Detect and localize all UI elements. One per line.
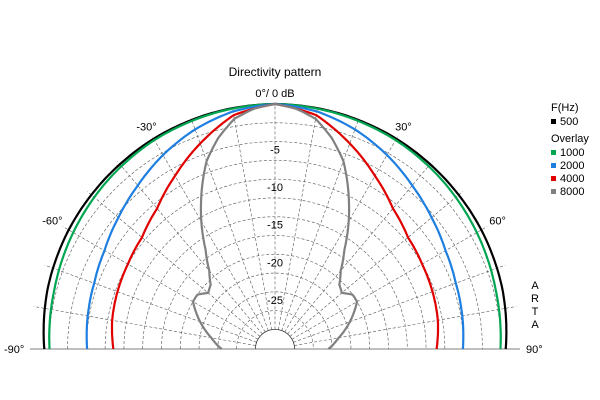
series-8000-curve: [191, 102, 359, 350]
grid-inner-arc: [255, 329, 295, 350]
legend-item-8000: 8000: [551, 185, 589, 198]
grid-radial: [294, 306, 517, 346]
grid-radial: [281, 118, 360, 331]
grid-radial: [62, 226, 259, 340]
legend-item-1000: 1000: [551, 146, 589, 159]
legend-swatch: [551, 163, 556, 168]
grid-radial: [117, 161, 263, 335]
arta-letter: A: [531, 319, 539, 331]
top-label: 0°/ 0 dB: [255, 88, 294, 100]
grid-arc: [179, 254, 371, 350]
grid-radial: [190, 118, 269, 331]
grid-radial: [44, 264, 257, 343]
angle-tick-label: -90°: [4, 344, 24, 356]
db-tick-label: -20: [267, 257, 283, 269]
angle-tick-label: 30°: [395, 121, 412, 133]
angle-tick-label: 90°: [526, 344, 543, 356]
legend-label: 4000: [560, 172, 585, 185]
legend-swatch: [551, 189, 556, 194]
db-tick-label: -10: [267, 182, 283, 194]
legend-header: F(Hz): [551, 102, 579, 114]
db-tick-label: -5: [270, 145, 280, 157]
legend-label: 1000: [560, 146, 585, 159]
grid-radial: [278, 107, 318, 330]
series-curves: [42, 102, 508, 350]
legend: F(Hz) 500 Overlay 1000 2000 4000 8000: [551, 101, 589, 198]
legend-item-4000: 4000: [551, 172, 589, 185]
legend-label: 2000: [560, 159, 585, 172]
grid-radial: [152, 136, 266, 333]
arta-letter: A: [531, 280, 539, 292]
legend-swatch: [551, 176, 556, 181]
grid-radial: [289, 191, 463, 337]
db-tick-label: -15: [267, 220, 283, 232]
grid-radial: [293, 264, 506, 343]
legend-item-2000: 2000: [551, 159, 589, 172]
legend-item-base: 500: [551, 115, 589, 128]
grid-arc: [86, 160, 464, 350]
grid-radial: [291, 226, 488, 340]
legend-swatch: [551, 150, 556, 155]
grid-radial: [287, 161, 433, 335]
legend-swatch: [551, 119, 556, 124]
grid-radial: [33, 306, 256, 346]
db-tick-label: -25: [267, 295, 283, 307]
grid-arc: [198, 272, 352, 350]
legend-overlay-header: Overlay: [551, 133, 589, 145]
arta-letter: R: [531, 293, 539, 305]
grid-arc: [48, 122, 502, 350]
angle-tick-label: 60°: [489, 216, 506, 228]
grid-arc: [161, 235, 389, 350]
grid-radial: [87, 191, 261, 337]
grid-radial: [284, 136, 398, 333]
legend-label: 8000: [560, 185, 585, 198]
grid-arc: [217, 291, 333, 350]
axis-labels: -90° -60° -30° 30° 60° 90° -5 -10 -15 -20 -25: [4, 121, 543, 356]
grid-radial: [232, 107, 272, 330]
arta-letter: T: [531, 306, 539, 318]
angle-tick-label: -30°: [136, 121, 156, 133]
chart-title: Directivity pattern: [229, 65, 322, 79]
grid-arc: [236, 310, 314, 350]
angle-tick-label: -60°: [42, 216, 62, 228]
legend-label: 500: [560, 115, 579, 128]
polar-grid: [30, 104, 520, 350]
